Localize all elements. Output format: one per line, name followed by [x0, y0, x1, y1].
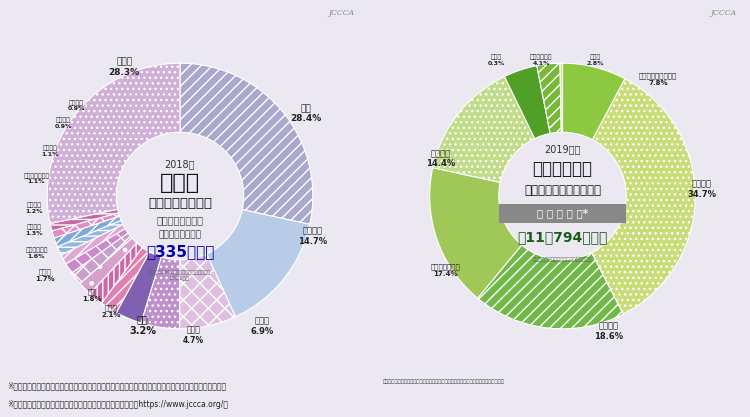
- Text: 工業プロセス
4.1%: 工業プロセス 4.1%: [530, 55, 553, 66]
- Wedge shape: [61, 224, 125, 264]
- Text: カナダ
1.7%: カナダ 1.7%: [34, 269, 54, 282]
- Text: 日本
3.2%: 日本 3.2%: [129, 314, 156, 336]
- Wedge shape: [54, 216, 121, 247]
- Text: インド
6.9%: インド 6.9%: [251, 317, 274, 336]
- Text: ※出典　全国地球温暖化防止活動推進センターウェブサイト（https://www.jccca.org/）: ※出典 全国地球温暖化防止活動推進センターウェブサイト（https://www.…: [8, 400, 229, 409]
- Text: 業務その他部門
17.4%: 業務その他部門 17.4%: [430, 264, 460, 277]
- Text: ＊電気事業者の発電に伴う排出量を電力消費量に応じて最終需要部門に配分した後の値: ＊電気事業者の発電に伴う排出量を電力消費量に応じて最終需要部門に配分した後の値: [382, 379, 504, 384]
- Wedge shape: [433, 76, 535, 182]
- Wedge shape: [90, 243, 142, 303]
- Wedge shape: [430, 168, 522, 298]
- Text: イタリア
0.9%: イタリア 0.9%: [55, 117, 72, 128]
- Text: 世界の排出量合計: 世界の排出量合計: [158, 230, 202, 239]
- Text: 運輸部門
18.6%: 運輸部門 18.6%: [595, 322, 623, 341]
- Text: オーストラリア
1.1%: オーストラリア 1.1%: [23, 173, 50, 184]
- Wedge shape: [66, 229, 128, 273]
- Wedge shape: [116, 252, 161, 323]
- Text: 出典：EDMCエネルギー・経済統計要覧
2021年版: 出典：EDMCエネルギー・経済統計要覧 2021年版: [148, 270, 211, 281]
- Text: 出典）温室効果ガスインベントリオフィス: 出典）温室効果ガスインベントリオフィス: [532, 257, 592, 262]
- Text: 韓国
1.8%: 韓国 1.8%: [82, 289, 102, 302]
- Text: フランス
0.9%: フランス 0.9%: [68, 100, 85, 111]
- Text: 約11億794万トン: 約11億794万トン: [518, 230, 608, 244]
- Text: 約335億トン: 約335億トン: [146, 244, 214, 259]
- Text: ※左図はエネルギー起源の二酸化炭素排出量のみ、右図は非エネルギー起源の二酸化炭素排出量も含む。: ※左図はエネルギー起源の二酸化炭素排出量のみ、右図は非エネルギー起源の二酸化炭素…: [8, 382, 226, 391]
- Text: JCCCA: JCCCA: [328, 9, 354, 17]
- Wedge shape: [72, 233, 132, 284]
- Wedge shape: [180, 63, 313, 224]
- Text: インドネシア
1.6%: インドネシア 1.6%: [26, 247, 48, 259]
- Wedge shape: [592, 79, 695, 314]
- Wedge shape: [562, 63, 625, 140]
- Text: 2019年度: 2019年度: [544, 145, 580, 155]
- Text: 日本の部門別: 日本の部門別: [532, 161, 592, 178]
- Text: メキシコ
1.3%: メキシコ 1.3%: [26, 225, 43, 236]
- Wedge shape: [101, 247, 149, 313]
- Text: 家庭部門
14.4%: 家庭部門 14.4%: [426, 149, 455, 168]
- Text: アメリカ
14.7%: アメリカ 14.7%: [298, 226, 328, 246]
- Wedge shape: [478, 245, 623, 329]
- Text: ロシア
4.7%: ロシア 4.7%: [183, 326, 204, 345]
- Text: ドイツ
2.1%: ドイツ 2.1%: [101, 305, 121, 318]
- Text: 二酸化炭素排出量: 二酸化炭素排出量: [148, 198, 212, 211]
- Text: 2018年: 2018年: [165, 159, 195, 169]
- Wedge shape: [560, 63, 562, 132]
- Wedge shape: [47, 63, 180, 224]
- Wedge shape: [207, 210, 310, 317]
- Text: その他
28.3%: その他 28.3%: [109, 58, 140, 77]
- Text: 産業部門
34.7%: 産業部門 34.7%: [688, 180, 716, 199]
- Text: エネルギー転換部門
7.8%: エネルギー転換部門 7.8%: [639, 72, 677, 86]
- Text: 中国
28.4%: 中国 28.4%: [290, 104, 322, 123]
- Text: イギリス
1.1%: イギリス 1.1%: [41, 145, 58, 156]
- Text: その他
0.3%: その他 0.3%: [488, 55, 505, 66]
- Wedge shape: [50, 209, 118, 231]
- Text: 二酸化炭素排出量の割合: 二酸化炭素排出量の割合: [524, 184, 601, 197]
- FancyBboxPatch shape: [499, 203, 626, 223]
- Text: 世界の: 世界の: [160, 173, 200, 193]
- Wedge shape: [52, 213, 119, 238]
- Wedge shape: [537, 63, 561, 133]
- Text: （国別排出割合）: （国別排出割合）: [157, 215, 203, 225]
- Wedge shape: [141, 257, 180, 329]
- Wedge shape: [80, 238, 136, 294]
- Wedge shape: [57, 220, 123, 255]
- Wedge shape: [179, 254, 236, 329]
- Wedge shape: [505, 65, 550, 138]
- Text: ブラジル
1.2%: ブラジル 1.2%: [26, 202, 43, 214]
- Text: JCCCA: JCCCA: [711, 9, 736, 17]
- Text: 廃棄物
2.8%: 廃棄物 2.8%: [587, 55, 604, 66]
- Text: 間 接 排 出 量*: 間 接 排 出 量*: [537, 208, 588, 218]
